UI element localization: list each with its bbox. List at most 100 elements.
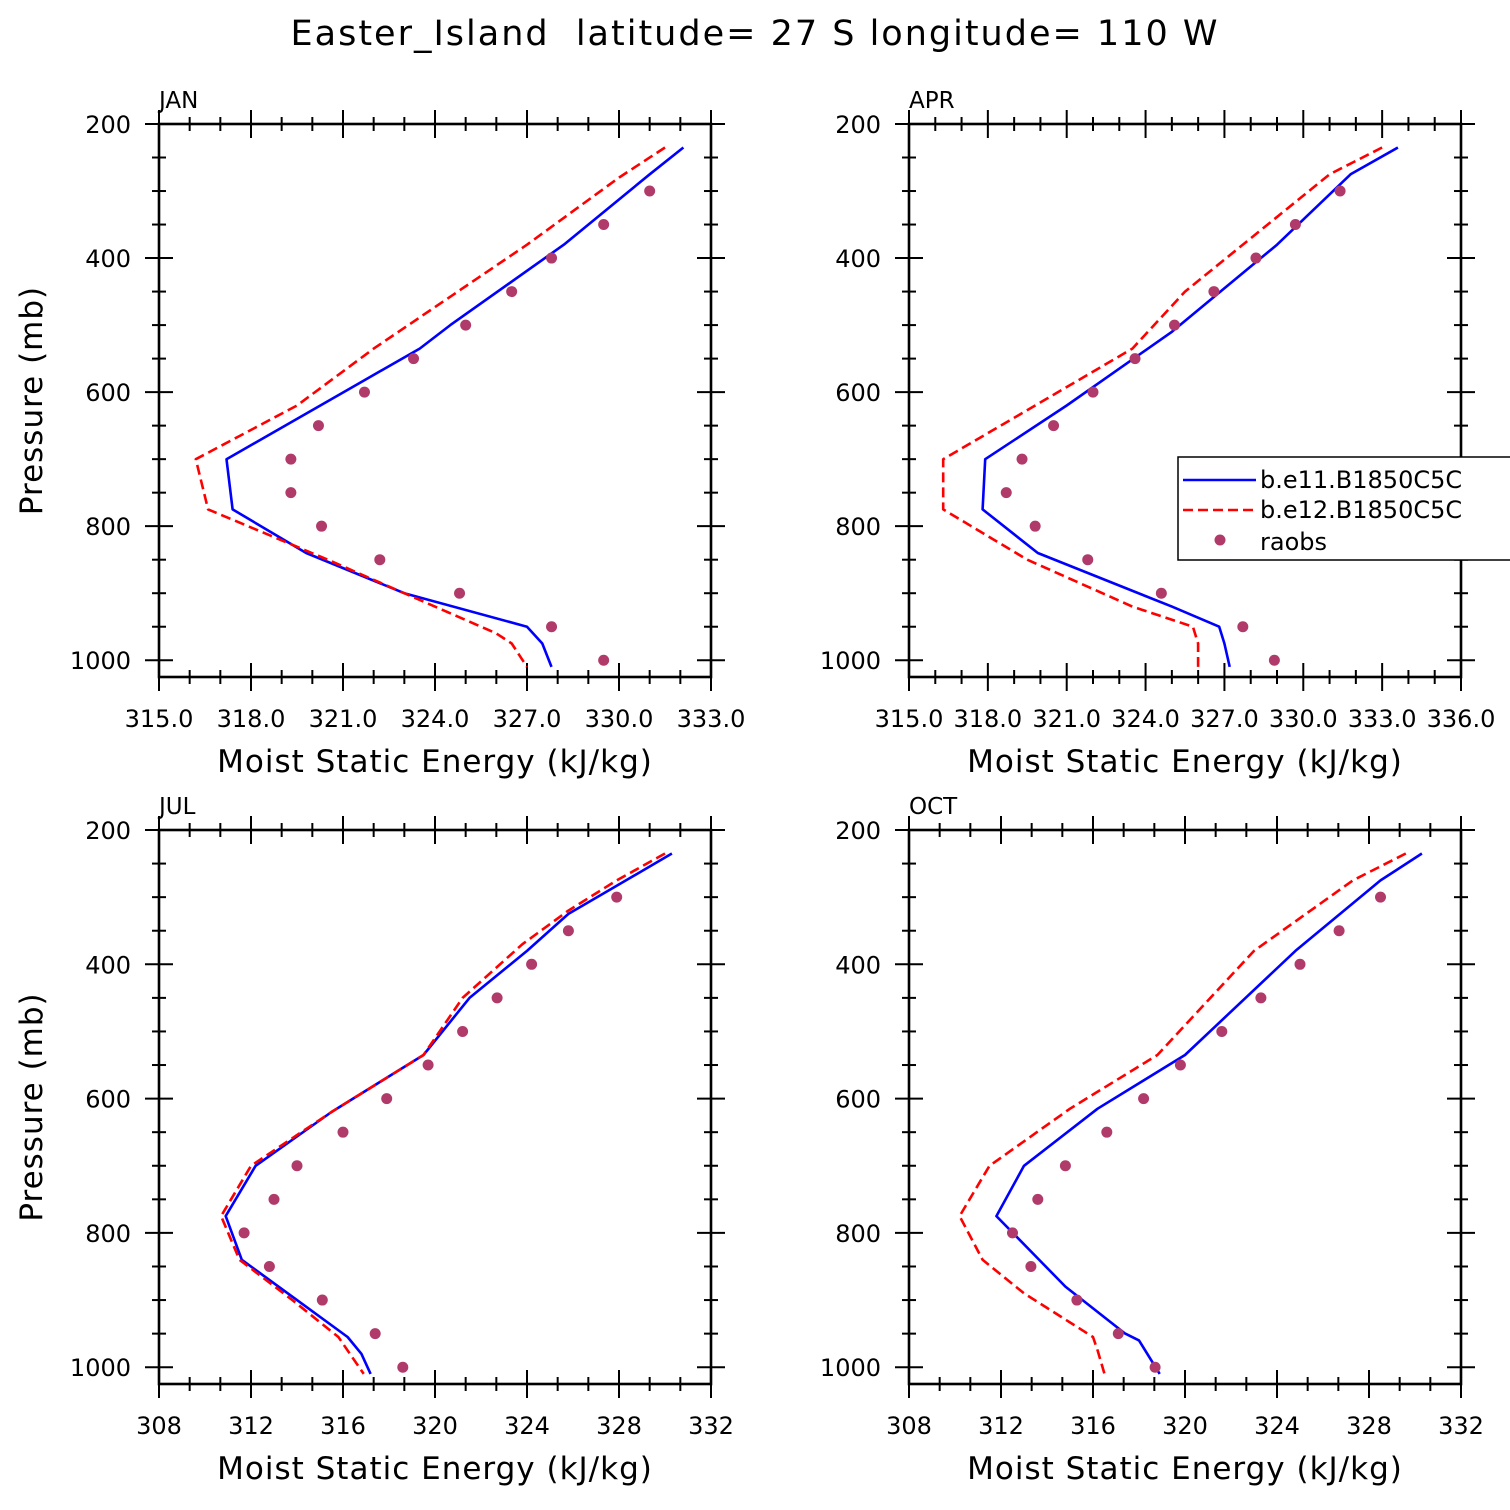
y-axis-label-jul: Pressure (mb) xyxy=(14,992,50,1221)
panel-title-jul: JUL xyxy=(157,794,196,820)
raobs-point-jan xyxy=(546,252,558,264)
legend: b.e11.B1850C5C b.e12.B1850C5C raobs xyxy=(1177,456,1510,561)
ytick-label-oct: 200 xyxy=(835,817,881,845)
raobs-point-oct xyxy=(1032,1193,1044,1205)
raobs-point-oct xyxy=(1255,992,1267,1004)
raobs-point-oct xyxy=(1059,1160,1071,1172)
xtick-label-oct: 316 xyxy=(1070,1412,1116,1440)
xtick-label-oct: 328 xyxy=(1346,1412,1392,1440)
raobs-point-apr xyxy=(1208,286,1220,298)
ytick-label-jan: 200 xyxy=(85,111,131,139)
raobs-point-jan xyxy=(644,185,656,197)
legend-label-e11: b.e11.B1850C5C xyxy=(1260,466,1462,494)
raobs-point-apr xyxy=(1334,185,1346,197)
x-axis-label-jan: Moist Static Energy (kJ/kg) xyxy=(217,744,653,780)
raobs-point-oct xyxy=(1149,1361,1161,1373)
series-line-b-e11-b1850c5c-apr xyxy=(981,146,1399,668)
ytick-label-oct: 800 xyxy=(835,1220,881,1248)
raobs-point-oct xyxy=(1025,1260,1037,1272)
ytick-label-oct: 400 xyxy=(835,951,881,979)
plot-frame-oct xyxy=(907,828,1463,1386)
xtick-label-apr: 327.0 xyxy=(1190,705,1259,733)
raobs-point-jan xyxy=(598,654,610,666)
raobs-point-jul xyxy=(491,992,503,1004)
xtick-label-apr: 318.0 xyxy=(953,705,1022,733)
x-axis-label-oct: Moist Static Energy (kJ/kg) xyxy=(967,1451,1403,1487)
raobs-point-apr xyxy=(1082,554,1094,566)
plot-frame-jan xyxy=(157,122,713,679)
raobs-point-apr xyxy=(1168,319,1180,331)
raobs-point-oct xyxy=(1216,1025,1228,1037)
raobs-point-jul xyxy=(238,1227,250,1239)
xtick-label-apr: 336.0 xyxy=(1427,705,1496,733)
figure-title: Easter_Island latitude= 27 S longitude= … xyxy=(291,14,1220,54)
series-line-b-e12-b1850c5c-oct xyxy=(958,852,1407,1375)
xtick-label-apr: 333.0 xyxy=(1348,705,1417,733)
ytick-label-jul: 600 xyxy=(85,1086,131,1114)
raobs-point-jan xyxy=(408,353,420,365)
ytick-label-apr: 400 xyxy=(835,245,881,273)
xtick-label-apr: 321.0 xyxy=(1032,705,1101,733)
raobs-point-apr xyxy=(1237,621,1249,633)
xtick-label-oct: 320 xyxy=(1162,1412,1208,1440)
legend-marker-raobs xyxy=(1214,534,1226,546)
raobs-point-jan xyxy=(598,219,610,231)
raobs-point-apr xyxy=(1268,654,1280,666)
raobs-point-jan xyxy=(285,453,297,465)
x-axis-label-apr: Moist Static Energy (kJ/kg) xyxy=(967,744,1403,780)
xtick-label-apr: 330.0 xyxy=(1269,705,1338,733)
ytick-label-jul: 200 xyxy=(85,817,131,845)
raobs-point-oct xyxy=(1294,958,1306,970)
raobs-point-jul xyxy=(369,1328,381,1340)
plot-frame-jul xyxy=(157,828,713,1386)
raobs-point-apr xyxy=(1048,420,1060,432)
series-line-b-e12-b1850c5c-jan xyxy=(194,146,666,668)
raobs-point-apr xyxy=(1129,353,1141,365)
xtick-label-jan: 333.0 xyxy=(677,705,746,733)
raobs-point-jul xyxy=(291,1160,303,1172)
raobs-point-jan xyxy=(454,587,466,599)
raobs-point-jul xyxy=(457,1025,469,1037)
panel-apr: APR 200 400 600 800 1000 315.0 318.0 321.0 324.0 3… xyxy=(820,88,1495,780)
raobs-point-jul xyxy=(381,1093,393,1105)
xtick-label-oct: 312 xyxy=(978,1412,1024,1440)
xtick-label-jan: 327.0 xyxy=(493,705,562,733)
series-group-apr xyxy=(941,146,1399,668)
panel-title-apr: APR xyxy=(909,88,955,114)
raobs-point-jul xyxy=(397,1361,409,1373)
raobs-point-jul xyxy=(562,925,574,937)
xtick-label-jan: 330.0 xyxy=(585,705,654,733)
legend-label-raobs: raobs xyxy=(1260,528,1327,556)
raobs-point-oct xyxy=(1174,1059,1186,1071)
xtick-label-jul: 324 xyxy=(504,1412,550,1440)
raobs-point-apr xyxy=(1029,520,1041,532)
raobs-point-jan xyxy=(358,386,370,398)
raobs-point-oct xyxy=(1101,1126,1113,1138)
xtick-label-jul: 320 xyxy=(412,1412,458,1440)
raobs-point-apr xyxy=(1289,219,1301,231)
raobs-point-jul xyxy=(316,1294,328,1306)
ytick-label-jan: 1000 xyxy=(70,647,131,675)
ytick-label-jul: 400 xyxy=(85,951,131,979)
raobs-point-oct xyxy=(1375,891,1386,903)
xtick-label-oct: 332 xyxy=(1438,1412,1484,1440)
series-line-b-e11-b1850c5c-jul xyxy=(224,852,673,1375)
ytick-label-jan: 400 xyxy=(85,245,131,273)
series-line-b-e12-b1850c5c-jul xyxy=(219,852,666,1375)
x-axis-label-jul: Moist Static Energy (kJ/kg) xyxy=(217,1451,653,1487)
series-line-b-e11-b1850c5c-jan xyxy=(225,146,685,668)
ytick-label-apr: 800 xyxy=(835,513,881,541)
ytick-label-apr: 1000 xyxy=(820,647,881,675)
raobs-point-jul xyxy=(268,1193,280,1205)
raobs-point-apr xyxy=(1000,487,1012,499)
ytick-label-jul: 800 xyxy=(85,1220,131,1248)
legend-label-e12: b.e12.B1850C5C xyxy=(1260,496,1462,524)
raobs-point-apr xyxy=(1250,252,1262,264)
series-line-b-e12-b1850c5c-apr xyxy=(941,146,1383,667)
raobs-point-apr xyxy=(1087,386,1099,398)
raobs-point-jan xyxy=(546,621,558,633)
xtick-label-jan: 321.0 xyxy=(309,705,378,733)
raobs-point-oct xyxy=(1112,1328,1124,1340)
raobs-point-jan xyxy=(506,286,518,298)
